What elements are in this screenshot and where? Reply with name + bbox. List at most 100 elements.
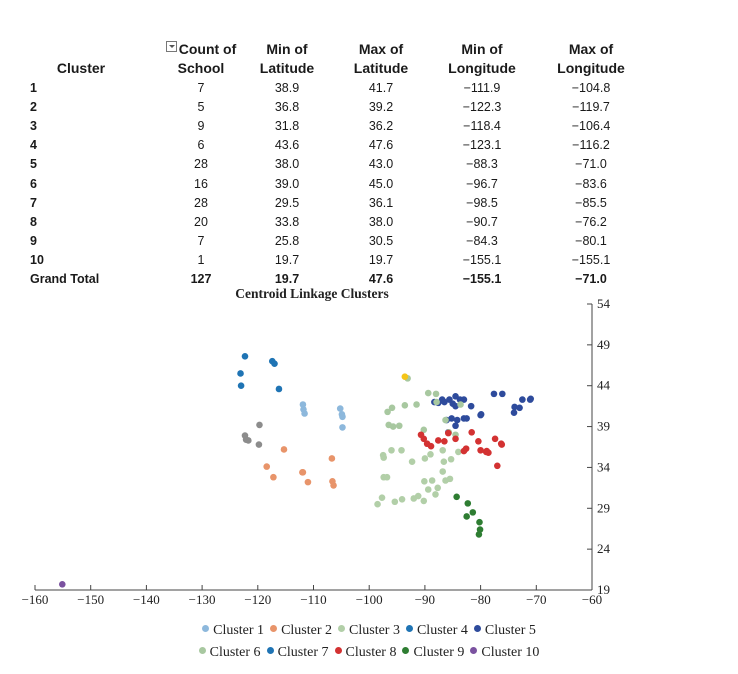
pivot-row-6: 6 16 39.0 45.0 −96.7 −83.6 bbox=[0, 174, 646, 193]
x-tick-label: −70 bbox=[526, 592, 546, 607]
cluster-7-point bbox=[388, 446, 395, 454]
header-cluster: Cluster bbox=[56, 60, 106, 76]
cluster-5-point bbox=[452, 402, 459, 410]
cell-min-lon: −123.1 bbox=[462, 138, 502, 153]
cluster-5-point bbox=[477, 411, 485, 418]
cell-max-lon: −71.0 bbox=[575, 157, 607, 172]
cluster-8-point bbox=[491, 435, 499, 443]
cell-min-lat: 38.0 bbox=[274, 157, 300, 172]
x-tick-label: −160 bbox=[22, 592, 49, 607]
cluster-2-point bbox=[255, 441, 263, 448]
cluster-5-point bbox=[441, 398, 448, 406]
cluster-7-point bbox=[398, 495, 406, 503]
cluster-5-point bbox=[448, 415, 455, 422]
x-tick-label: −150 bbox=[77, 592, 104, 607]
legend-label: Cluster 2 bbox=[281, 623, 333, 638]
y-tick-label: 39 bbox=[597, 419, 610, 434]
header-min-longitude: Min of Longitude bbox=[448, 41, 516, 76]
cluster-4-point bbox=[237, 370, 244, 377]
cluster-2-point bbox=[256, 421, 263, 429]
cluster-6-point bbox=[442, 416, 449, 424]
pivot-row-2: 2 5 36.8 39.2 −122.3 −119.7 bbox=[0, 97, 646, 116]
cell-grand-total-max-lat: 47.6 bbox=[368, 272, 394, 287]
cell-grand-total-count: 127 bbox=[190, 272, 212, 287]
cluster-3-point bbox=[328, 455, 336, 462]
cluster-8-point bbox=[494, 462, 501, 470]
legend-marker bbox=[473, 625, 481, 632]
cluster-1-point bbox=[299, 401, 307, 408]
cluster-7-point bbox=[439, 446, 447, 454]
cluster-7-point bbox=[440, 458, 448, 466]
cell-min-lat: 39.0 bbox=[274, 176, 300, 191]
cell-cluster: 3 bbox=[30, 118, 37, 133]
cluster-9-point bbox=[463, 513, 470, 520]
cluster-7-point bbox=[398, 446, 405, 454]
legend-item-cluster-2: Cluster 2 bbox=[270, 623, 332, 639]
dropdown-filter-icon[interactable] bbox=[165, 41, 177, 52]
legend-label: Cluster 9 bbox=[413, 645, 465, 660]
cell-count: 16 bbox=[194, 176, 208, 191]
cluster-6-point bbox=[413, 401, 420, 408]
pivot-row-4: 4 6 43.6 47.6 −123.1 −116.2 bbox=[0, 136, 646, 155]
y-tick-label: 29 bbox=[597, 500, 610, 515]
legend-marker bbox=[334, 647, 342, 654]
pivot-header-row: Cluster Count of School Min of Latitude M… bbox=[0, 40, 646, 78]
cluster-4-point bbox=[271, 360, 278, 367]
cluster-8-point bbox=[434, 437, 442, 444]
cluster-5-point bbox=[463, 415, 470, 422]
pivot-row-5: 5 28 38.0 43.0 −88.3 −71.0 bbox=[0, 155, 646, 174]
header-count-of-school[interactable]: Count of School bbox=[162, 40, 240, 78]
cluster-9-point bbox=[464, 500, 472, 507]
pivot-row-1: 1 7 38.9 41.7 −111.9 −104.8 bbox=[0, 78, 646, 97]
cluster-6-point bbox=[395, 422, 403, 430]
chart-axes: −160 −150 −140 −130 −120 −110 −100 −90 −80 −70 −60… bbox=[22, 296, 611, 607]
cluster-3-point bbox=[263, 463, 271, 470]
cell-min-lon: −111.9 bbox=[463, 80, 501, 95]
cell-min-lon: −98.5 bbox=[466, 195, 498, 210]
cell-count: 7 bbox=[197, 234, 205, 249]
cell-max-lon: −80.1 bbox=[575, 234, 607, 249]
y-tick-label: 54 bbox=[597, 296, 611, 311]
cell-grand-total-label: Grand Total bbox=[30, 272, 100, 287]
cell-cluster: 9 bbox=[30, 234, 37, 249]
cluster-6-point bbox=[424, 389, 432, 397]
cell-max-lon: −83.6 bbox=[575, 176, 607, 191]
cluster-5-point bbox=[490, 390, 498, 398]
legend-item-cluster-9: Cluster 9 bbox=[402, 645, 464, 661]
cell-max-lon: −104.8 bbox=[571, 80, 611, 95]
x-tick-label: −110 bbox=[300, 592, 326, 607]
pivot-grand-total-row: Grand Total 127 19.7 47.6 −155.1 −71.0 bbox=[0, 270, 646, 289]
legend-item-cluster-4: Cluster 4 bbox=[405, 623, 468, 639]
cell-min-lat: 43.6 bbox=[274, 138, 300, 153]
cell-count: 9 bbox=[197, 118, 205, 133]
cluster-6-point bbox=[389, 423, 397, 430]
pivot-body: 1 7 38.9 41.7 −111.9 −104.8 2 5 36.8 39.… bbox=[0, 78, 646, 289]
cell-max-lat: 41.7 bbox=[368, 80, 394, 95]
cell-min-lat: 36.8 bbox=[274, 99, 300, 114]
legend-item-cluster-6: Cluster 6 bbox=[198, 645, 261, 661]
cell-max-lon: −116.2 bbox=[572, 138, 610, 153]
cluster-8-point bbox=[427, 442, 435, 450]
cluster-9-point bbox=[476, 526, 484, 533]
cluster-4-point bbox=[241, 352, 249, 360]
cell-max-lat: 36.2 bbox=[368, 118, 394, 133]
scatter-chart: Centroid Linkage Clusters −160 −150 −140 −1… bbox=[22, 286, 611, 607]
cell-count: 28 bbox=[194, 157, 208, 172]
cluster-7-point bbox=[421, 478, 428, 485]
cell-cluster: 1 bbox=[30, 80, 37, 95]
cell-max-lon: −76.2 bbox=[575, 214, 607, 229]
legend-item-cluster-3: Cluster 3 bbox=[338, 623, 400, 639]
x-tick-label: −60 bbox=[582, 592, 602, 607]
cell-min-lon: −96.7 bbox=[466, 176, 498, 191]
highlight-point bbox=[401, 373, 409, 381]
legend-label: Cluster 4 bbox=[416, 623, 468, 638]
legend-label: Cluster 10 bbox=[481, 645, 540, 660]
cell-min-lon: −155.1 bbox=[462, 253, 502, 268]
y-tick-label: 34 bbox=[597, 459, 611, 474]
legend-item-cluster-8: Cluster 8 bbox=[334, 645, 396, 661]
cluster-5-point bbox=[516, 404, 523, 412]
cluster-7-point bbox=[434, 484, 442, 492]
cluster-6-point bbox=[384, 408, 391, 416]
cluster-3-point bbox=[299, 469, 307, 476]
legend-label: Cluster 3 bbox=[349, 623, 400, 638]
